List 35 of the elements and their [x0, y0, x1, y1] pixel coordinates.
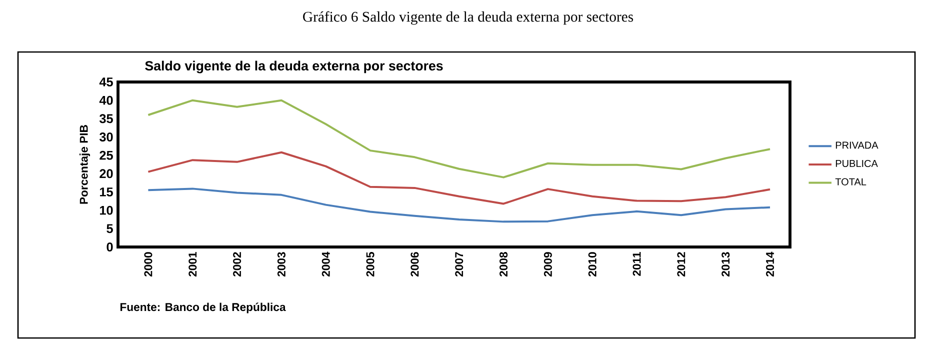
line-series: [147, 188, 772, 223]
x-tick-label: 2012: [677, 252, 686, 277]
chart-subtitle: Saldo vigente de la deuda externa por sectores: [145, 60, 443, 74]
line-series: [147, 151, 772, 205]
x-tick-label: 2002: [233, 252, 242, 277]
y-tick-label: 40: [99, 96, 113, 105]
x-tick-label: 2010: [588, 252, 596, 277]
x-tick-label: 2008: [500, 252, 508, 277]
x-tick-label: 2009: [544, 252, 552, 277]
y-tick-label: 45: [99, 78, 113, 86]
legend-label: PRIVADA: [836, 142, 878, 149]
y-tick-label: 10: [100, 206, 113, 215]
y-tick-label: 5: [106, 224, 113, 234]
x-tick-label: 2007: [455, 252, 464, 277]
x-tick-label: 2001: [188, 252, 197, 277]
legend-label: PUBLICA: [836, 160, 878, 168]
x-tick-label: 2014: [766, 252, 774, 277]
legend-label: TOTAL: [835, 178, 866, 186]
x-tick-label: 2000: [144, 252, 152, 277]
chart-title: Gráfico 6 Saldo vigente de la deuda externa por sectores: [303, 11, 634, 25]
x-tick-label: 2004: [322, 252, 330, 277]
x-tick-label: 2005: [366, 252, 374, 277]
line-series: [147, 99, 772, 178]
y-tick-label: 35: [100, 114, 113, 124]
x-tick-label: 2003: [277, 252, 286, 277]
y-tick-label: 0: [106, 242, 113, 252]
x-tick-label: 2006: [410, 252, 419, 277]
x-tick-label: 2013: [722, 252, 730, 277]
source-note: Fuente: Banco de la República: [120, 302, 286, 314]
y-tick-label: 15: [100, 188, 113, 196]
y-axis-title: Porcentaje PIB: [79, 125, 90, 204]
y-tick-label: 20: [100, 169, 113, 178]
x-tick-label: 2011: [632, 252, 641, 276]
y-tick-label: 25: [100, 150, 113, 160]
y-tick-label: 30: [100, 132, 113, 142]
